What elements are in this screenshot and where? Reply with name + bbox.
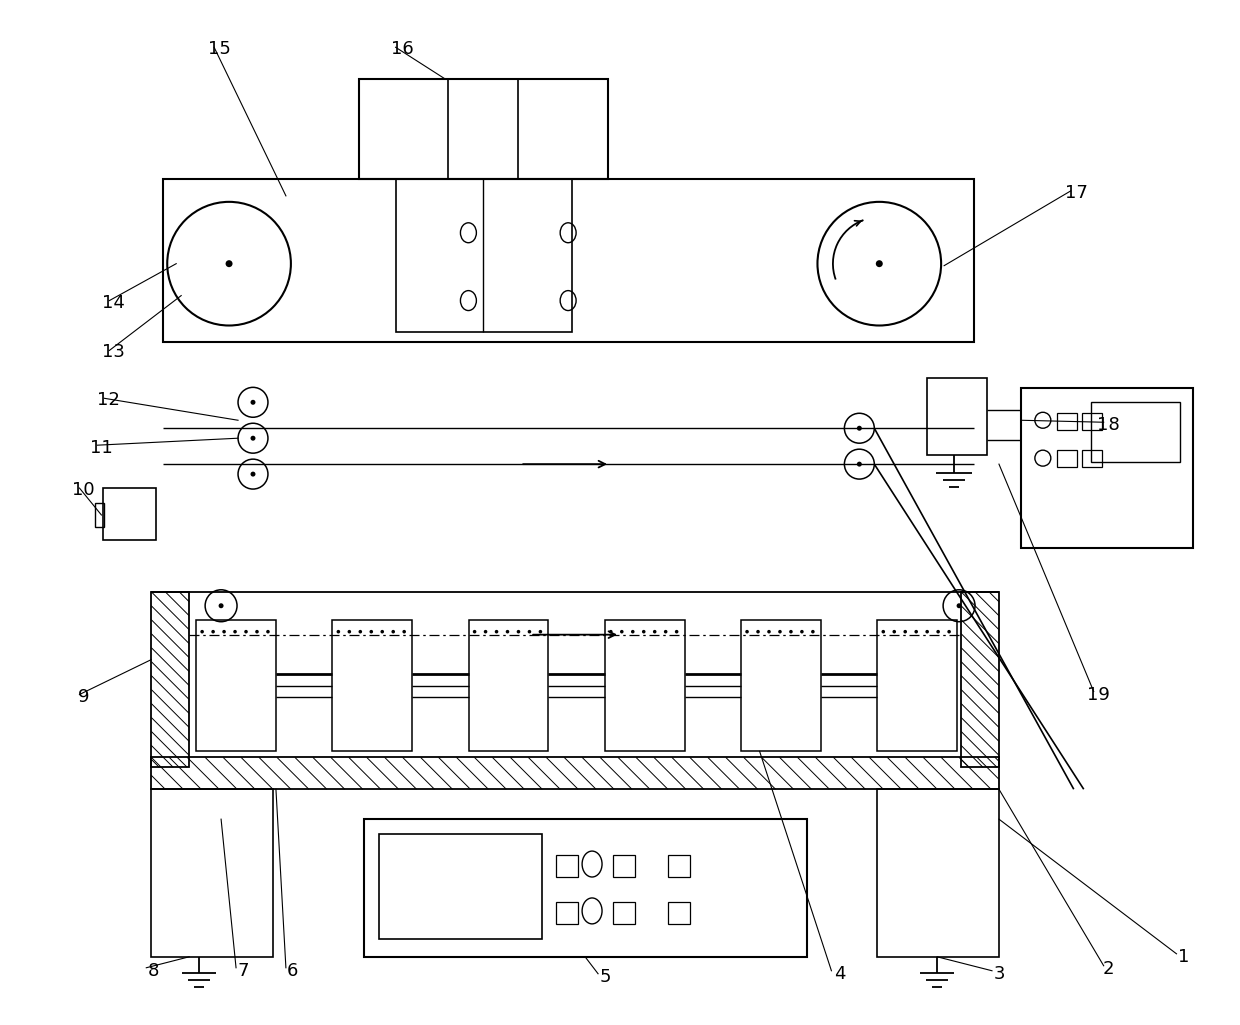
Text: 13: 13 bbox=[102, 343, 125, 362]
Text: 6: 6 bbox=[288, 961, 299, 980]
Circle shape bbox=[663, 630, 667, 633]
Text: 19: 19 bbox=[1087, 686, 1110, 703]
Circle shape bbox=[358, 630, 362, 633]
Circle shape bbox=[244, 630, 248, 633]
Circle shape bbox=[811, 630, 815, 633]
Text: 12: 12 bbox=[97, 392, 120, 409]
Circle shape bbox=[609, 630, 613, 633]
Circle shape bbox=[226, 260, 233, 268]
Circle shape bbox=[904, 630, 906, 633]
Text: 9: 9 bbox=[78, 689, 89, 706]
Circle shape bbox=[528, 630, 531, 633]
Circle shape bbox=[381, 630, 384, 633]
Circle shape bbox=[250, 400, 255, 405]
Circle shape bbox=[882, 630, 885, 633]
Circle shape bbox=[538, 630, 542, 633]
Circle shape bbox=[779, 630, 781, 633]
Text: 1: 1 bbox=[1178, 948, 1189, 966]
Circle shape bbox=[218, 604, 223, 608]
Circle shape bbox=[936, 630, 940, 633]
Circle shape bbox=[925, 630, 929, 633]
Text: 18: 18 bbox=[1097, 416, 1120, 435]
Circle shape bbox=[893, 630, 897, 633]
Circle shape bbox=[403, 630, 405, 633]
Circle shape bbox=[642, 630, 646, 633]
Circle shape bbox=[768, 630, 771, 633]
Text: 16: 16 bbox=[391, 40, 414, 58]
Text: 15: 15 bbox=[207, 40, 231, 58]
Text: 11: 11 bbox=[91, 439, 113, 457]
Circle shape bbox=[211, 630, 215, 633]
Circle shape bbox=[250, 436, 255, 441]
Circle shape bbox=[233, 630, 237, 633]
Circle shape bbox=[653, 630, 656, 633]
Text: 8: 8 bbox=[148, 961, 159, 980]
Circle shape bbox=[370, 630, 373, 633]
Circle shape bbox=[250, 472, 255, 477]
Circle shape bbox=[495, 630, 498, 633]
Circle shape bbox=[336, 630, 340, 633]
Circle shape bbox=[857, 461, 862, 466]
Text: 2: 2 bbox=[1102, 959, 1115, 978]
Circle shape bbox=[914, 630, 918, 633]
Circle shape bbox=[756, 630, 760, 633]
Circle shape bbox=[484, 630, 487, 633]
Circle shape bbox=[392, 630, 396, 633]
Circle shape bbox=[620, 630, 624, 633]
Circle shape bbox=[222, 630, 226, 633]
Circle shape bbox=[267, 630, 270, 633]
Circle shape bbox=[201, 630, 203, 633]
Circle shape bbox=[875, 260, 883, 268]
Circle shape bbox=[347, 630, 351, 633]
Circle shape bbox=[956, 604, 961, 608]
Circle shape bbox=[631, 630, 635, 633]
Circle shape bbox=[947, 630, 951, 633]
Circle shape bbox=[506, 630, 510, 633]
Circle shape bbox=[472, 630, 476, 633]
Text: 10: 10 bbox=[72, 481, 94, 499]
Circle shape bbox=[255, 630, 259, 633]
Circle shape bbox=[517, 630, 521, 633]
Circle shape bbox=[857, 425, 862, 430]
Circle shape bbox=[675, 630, 678, 633]
Text: 5: 5 bbox=[599, 968, 611, 986]
Text: 3: 3 bbox=[993, 965, 1004, 983]
Circle shape bbox=[745, 630, 749, 633]
Text: 14: 14 bbox=[102, 293, 125, 312]
Text: 17: 17 bbox=[1065, 183, 1089, 202]
Circle shape bbox=[789, 630, 792, 633]
Text: 4: 4 bbox=[833, 965, 846, 983]
Text: 7: 7 bbox=[237, 961, 249, 980]
Circle shape bbox=[800, 630, 804, 633]
